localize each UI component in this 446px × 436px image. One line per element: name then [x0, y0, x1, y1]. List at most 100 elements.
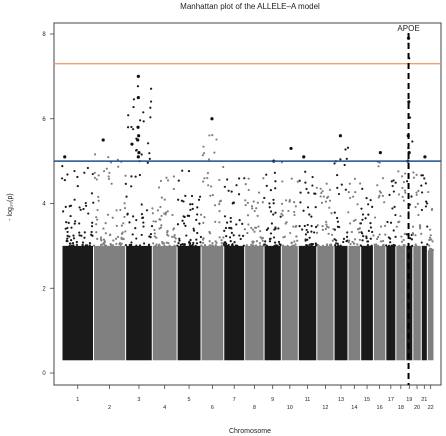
- data-point: [351, 195, 355, 198]
- data-point: [281, 209, 284, 212]
- data-point: [250, 205, 254, 208]
- data-point: [203, 177, 206, 180]
- data-point: [272, 236, 276, 239]
- data-point: [78, 206, 81, 209]
- data-point: [280, 212, 283, 215]
- data-point: [147, 243, 151, 247]
- data-point: [228, 236, 232, 239]
- data-point: [289, 231, 292, 235]
- y-tick-label: 6: [42, 117, 46, 123]
- data-point: [367, 203, 370, 206]
- data-point: [82, 207, 85, 211]
- data-point: [362, 235, 365, 238]
- data-point: [346, 146, 350, 149]
- data-point: [160, 214, 163, 218]
- data-point: [250, 243, 253, 246]
- data-point: [130, 241, 133, 244]
- data-point: [132, 215, 135, 218]
- hit-point-chr3: [136, 138, 140, 142]
- data-point: [114, 237, 118, 240]
- data-point: [163, 198, 166, 201]
- data-point: [353, 238, 357, 241]
- data-point: [124, 174, 127, 177]
- data-point: [397, 170, 400, 173]
- data-point: [411, 225, 415, 228]
- data-point: [208, 134, 211, 137]
- data-point: [336, 216, 339, 220]
- data-point: [190, 194, 194, 198]
- data-point: [411, 233, 415, 236]
- data-point: [207, 158, 211, 161]
- data-point: [420, 241, 423, 244]
- data-point: [95, 231, 98, 234]
- data-point: [430, 208, 433, 212]
- data-point: [367, 213, 370, 216]
- chromosome-band-12: [317, 245, 334, 361]
- data-point: [399, 214, 402, 218]
- chromosome-band-21: [421, 245, 427, 361]
- chromosome-band-3: [126, 245, 152, 361]
- data-point: [151, 212, 154, 215]
- hit-point-chr21: [423, 155, 427, 159]
- data-point: [342, 240, 345, 244]
- data-point: [153, 228, 156, 232]
- data-point: [280, 202, 284, 205]
- data-point: [337, 192, 341, 196]
- data-point: [403, 189, 407, 192]
- data-point: [299, 191, 302, 194]
- data-point: [328, 206, 331, 209]
- data-point: [246, 214, 250, 217]
- data-point: [149, 233, 153, 236]
- data-point: [392, 179, 395, 182]
- x-tick-label: 8: [253, 405, 256, 411]
- data-point: [149, 116, 152, 119]
- data-point: [220, 238, 223, 242]
- chromosome-band-5: [177, 245, 201, 361]
- data-point: [299, 201, 302, 204]
- x-tick-label: 13: [338, 397, 344, 403]
- data-point: [213, 151, 216, 154]
- chart-title: Manhattan plot of the ALLELE–A model: [180, 2, 320, 11]
- data-point: [167, 234, 170, 237]
- data-point: [257, 225, 260, 228]
- data-point: [93, 153, 97, 156]
- data-point: [222, 165, 225, 169]
- data-point: [182, 200, 185, 203]
- data-point: [218, 210, 221, 213]
- data-point: [146, 161, 149, 164]
- data-point: [95, 178, 98, 181]
- data-point: [192, 227, 195, 230]
- data-point: [188, 243, 191, 247]
- data-point: [321, 225, 324, 228]
- hit-point-chr6: [210, 117, 214, 121]
- data-point: [359, 222, 362, 225]
- data-point: [130, 175, 133, 178]
- data-point: [258, 242, 261, 245]
- x-tick-label: 7: [233, 397, 236, 403]
- data-point: [427, 190, 430, 194]
- data-point: [227, 189, 230, 192]
- data-point: [116, 235, 120, 238]
- data-point: [417, 189, 420, 192]
- chromosome-band-11: [298, 245, 317, 361]
- data-point: [215, 138, 218, 141]
- data-point: [356, 243, 359, 246]
- data-point: [95, 216, 98, 219]
- data-point: [209, 194, 212, 197]
- data-point: [69, 204, 73, 207]
- data-point: [335, 239, 338, 242]
- data-point: [223, 215, 227, 218]
- data-point: [226, 178, 229, 181]
- data-point: [377, 165, 380, 168]
- data-point: [369, 237, 372, 240]
- data-point: [279, 243, 282, 247]
- data-point: [390, 180, 393, 183]
- chromosome-band-2: [94, 245, 126, 361]
- data-point: [179, 243, 182, 247]
- data-point: [261, 236, 265, 240]
- data-point: [218, 178, 221, 182]
- chromosome-band-17: [386, 245, 396, 361]
- data-point: [151, 207, 154, 210]
- data-point: [87, 212, 90, 215]
